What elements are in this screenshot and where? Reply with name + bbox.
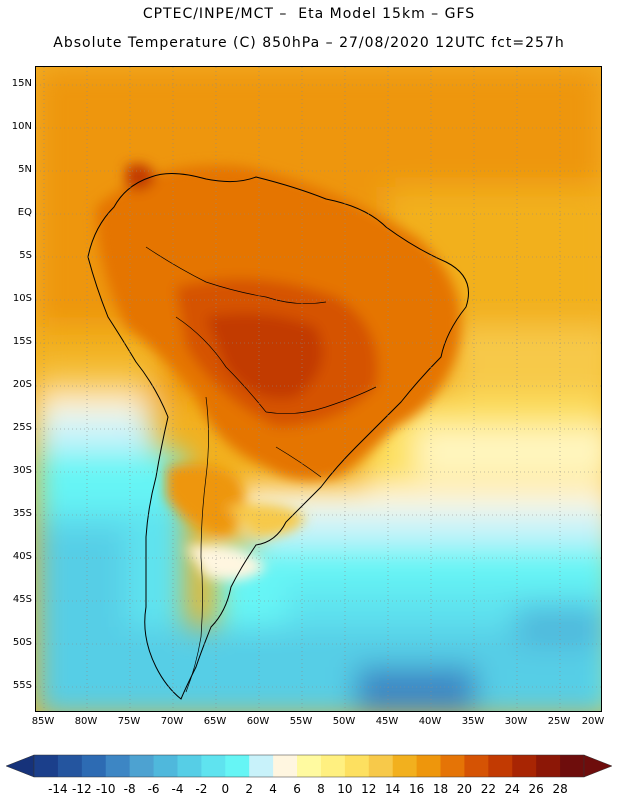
colorbar-tick-label: 8 xyxy=(317,782,325,796)
colorbar-cell xyxy=(153,755,178,777)
lon-label: 70W xyxy=(160,716,184,727)
chart-title-line-1: CPTEC/INPE/MCT – Eta Model 15km – GFS xyxy=(142,6,476,22)
colorbar-cell xyxy=(536,755,561,777)
lon-label: 85W xyxy=(31,716,55,727)
colorbar-tick-label: 10 xyxy=(337,782,353,796)
colorbar-tick-label: 24 xyxy=(504,782,520,796)
colorbar-cell xyxy=(34,755,59,777)
lat-label: 15N xyxy=(11,78,32,89)
colorbar-cell xyxy=(273,755,298,777)
lat-label: 20S xyxy=(12,379,32,390)
colorbar-min-arrow xyxy=(5,754,35,778)
lat-label: 40S xyxy=(12,551,32,562)
colorbar-tick-label: -4 xyxy=(171,782,184,796)
colorbar-tick-label: -12 xyxy=(72,782,92,796)
colorbar-tick-label: 0 xyxy=(221,782,230,796)
lon-label: 60W xyxy=(246,716,270,727)
colorbar-cell xyxy=(249,755,274,777)
colorbar-tick-label: 12 xyxy=(361,782,377,796)
colorbar-cell xyxy=(129,755,155,777)
lat-label: 45S xyxy=(12,594,32,605)
colorbar-cell xyxy=(297,755,322,777)
lon-label: 25W xyxy=(547,716,571,727)
lat-label: 10N xyxy=(11,121,32,132)
lat-label: 5S xyxy=(19,250,32,261)
colorbar-cell xyxy=(105,755,131,777)
colorbar-max-arrow xyxy=(583,754,613,778)
colorbar-cell xyxy=(57,755,83,777)
colorbar xyxy=(5,754,613,778)
lon-label: 50W xyxy=(332,716,356,727)
lon-label: 75W xyxy=(117,716,141,727)
colorbar-cell xyxy=(344,755,370,777)
colorbar-tick-label: -14 xyxy=(48,782,68,796)
colorbar-tick-label: 14 xyxy=(385,782,401,796)
colorbar-tick-label: 20 xyxy=(456,782,473,796)
lat-label: 30S xyxy=(12,465,32,476)
colorbar-cell xyxy=(177,755,202,777)
colorbar-cell xyxy=(512,755,537,777)
colorbar-tick-label: -8 xyxy=(123,782,136,796)
colorbar-tick-label: 18 xyxy=(432,782,449,796)
colorbar-tick-label: -2 xyxy=(195,782,208,796)
colorbar-tick-label: 22 xyxy=(480,782,496,796)
colorbar-cell xyxy=(201,755,226,777)
colorbar-cell xyxy=(368,755,394,777)
colorbar-cell xyxy=(440,755,465,777)
colorbar-cell xyxy=(488,755,513,777)
colorbar-cell xyxy=(81,755,107,777)
lat-label: 35S xyxy=(12,508,32,519)
colorbar-tick-label: -10 xyxy=(95,782,116,796)
colorbar-cell xyxy=(320,755,346,777)
colorbar-tick-label: 28 xyxy=(552,782,568,796)
colorbar-cell xyxy=(560,755,585,777)
colorbar-tick-label: 2 xyxy=(245,782,254,796)
lon-label: 45W xyxy=(375,716,399,727)
colorbar-tick-label: 4 xyxy=(269,782,277,796)
lon-label: 65W xyxy=(203,716,227,727)
lon-label: 55W xyxy=(289,716,313,727)
lat-label: 25S xyxy=(12,422,32,433)
colorbar-cell xyxy=(464,755,489,777)
colorbar-tick-label: 26 xyxy=(528,782,544,796)
lon-label: 40W xyxy=(418,716,442,727)
colorbar-tick-label: 16 xyxy=(408,782,425,796)
lon-label: 30W xyxy=(504,716,528,727)
lat-label: EQ xyxy=(17,207,32,218)
lon-label: 20W xyxy=(581,716,605,727)
temperature-map xyxy=(35,66,602,712)
lat-label: 50S xyxy=(12,637,32,648)
colorbar-cell xyxy=(225,755,250,777)
lat-label: 15S xyxy=(12,336,32,347)
lat-label: 55S xyxy=(12,680,32,691)
colorbar-cell xyxy=(416,755,442,777)
colorbar-tick-label: 6 xyxy=(293,782,301,796)
lat-label: 10S xyxy=(12,293,32,304)
colorbar-cell xyxy=(392,755,418,777)
chart-title-line-2: Absolute Temperature (C) 850hPa – 27/08/… xyxy=(53,35,565,51)
lat-label: 5N xyxy=(18,164,32,175)
colorbar-tick-label: -6 xyxy=(147,782,160,796)
lon-label: 80W xyxy=(74,716,98,727)
temperature-field xyxy=(36,67,601,711)
lon-label: 35W xyxy=(461,716,485,727)
